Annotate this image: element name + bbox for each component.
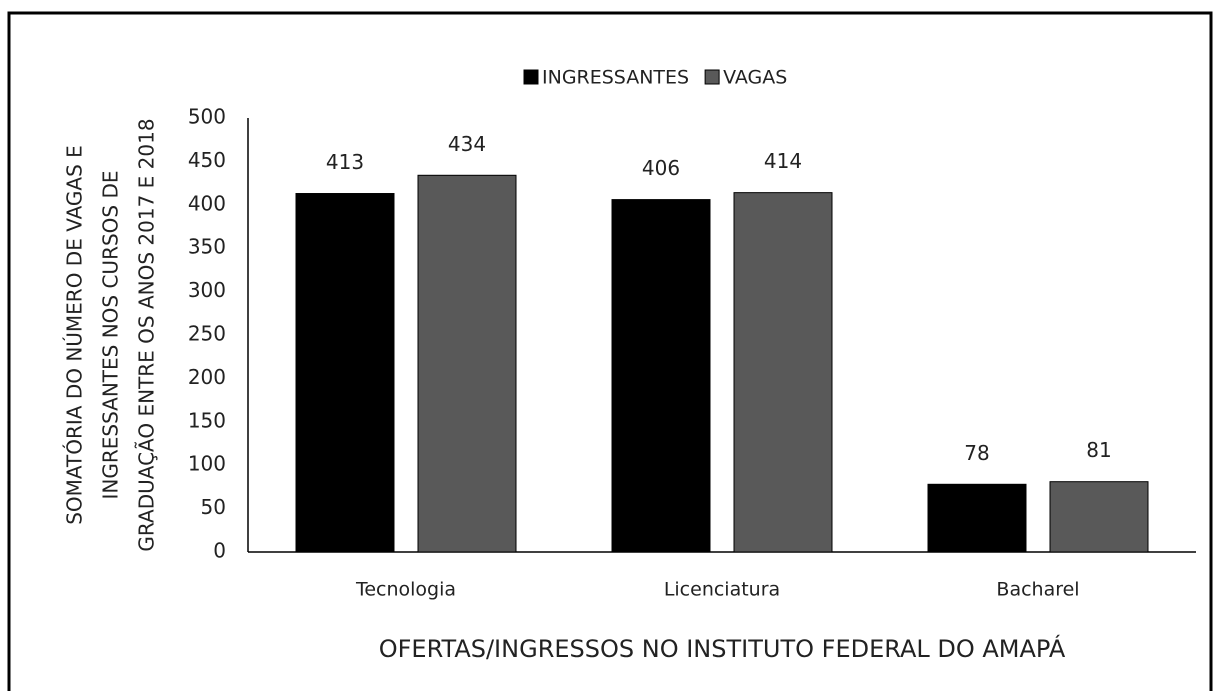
y-tick-label: 300 [188,278,226,302]
bar [733,192,833,553]
x-tick-label: Tecnologia [355,579,456,601]
value-label: 81 [1086,438,1111,462]
legend-swatch [704,69,720,85]
value-label: 78 [964,441,989,465]
x-tick-label: Bacharel [996,579,1079,601]
bar [295,193,395,553]
y-axis-title: SOMATÓRIA DO NÚMERO DE VAGAS E [63,145,87,525]
legend-swatch [523,69,539,85]
y-axis-title: INGRESSANTES NOS CURSOS DE [99,171,123,500]
bar [611,199,711,553]
bar [417,174,517,553]
y-tick-label: 500 [188,105,226,129]
bar [927,483,1027,553]
y-tick-label: 200 [188,365,226,389]
value-label: 414 [764,149,802,173]
value-label: 413 [326,150,364,174]
bar [1049,481,1149,553]
y-tick-label: 450 [188,148,226,172]
legend-label: INGRESSANTES [542,67,689,89]
x-axis-title: OFERTAS/INGRESSOS NO INSTITUTO FEDERAL D… [379,634,1066,663]
frame [7,11,1213,691]
legend-label: VAGAS [723,67,787,89]
value-label: 406 [642,156,680,180]
y-tick-label: 400 [188,191,226,215]
y-tick-label: 350 [188,235,226,259]
y-tick-label: 250 [188,322,226,346]
y-tick-label: 100 [188,452,226,476]
x-tick-label: Licenciatura [664,579,780,601]
y-tick-label: 150 [188,408,226,432]
y-axis-title: GRADUAÇÃO ENTRE OS ANOS 2017 E 2018 [135,118,159,551]
y-tick-label: 0 [213,539,226,563]
y-tick-label: 50 [201,495,226,519]
legend: INGRESSANTES VAGAS [523,67,787,89]
value-label: 434 [448,132,486,156]
